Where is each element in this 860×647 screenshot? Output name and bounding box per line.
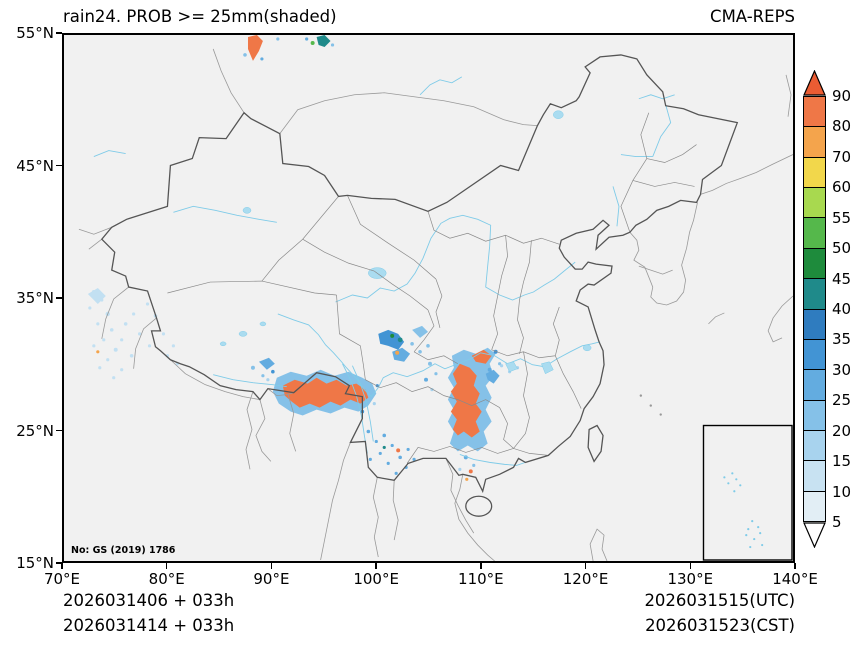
colorbar-tick-label: 45 — [832, 269, 852, 288]
x-tick-mark — [165, 563, 168, 569]
plot-title: rain24. PROB >= 25mm(shaded) — [63, 7, 337, 26]
model-name: CMA-REPS — [710, 7, 795, 26]
colorbar-tick-label: 50 — [832, 239, 852, 258]
y-tick-mark — [56, 562, 62, 564]
colorbar-tick-label: 5 — [832, 513, 842, 531]
small-islands — [639, 394, 662, 416]
init-time-utc: 2026031406 + 033h — [63, 591, 235, 610]
x-tick-mark — [375, 563, 377, 569]
colorbar-tick-label: 40 — [832, 300, 852, 318]
colorbar-cell — [804, 460, 825, 491]
valid-time-utc: 2026031515(UTC) — [644, 591, 795, 610]
colorbar-tick-label: 30 — [832, 360, 852, 379]
x-tick-mark — [584, 563, 587, 569]
china-map-svg — [78, 35, 793, 561]
map-area: No: GS (2019) 1786 — [62, 33, 795, 563]
colorbar-tick-label: 55 — [832, 208, 852, 227]
x-tick-label: 90°E — [253, 570, 290, 588]
init-time-cst: 2026031414 + 033h — [63, 616, 235, 635]
colorbar-cell — [804, 247, 825, 279]
x-tick-mark — [61, 563, 63, 569]
colorbar-arrow-bottom — [803, 522, 826, 548]
china-outline — [100, 54, 739, 517]
shaded-precip-regions — [87, 35, 520, 481]
y-tick-label: 25°N — [16, 421, 54, 440]
y-tick-label: 45°N — [16, 156, 54, 175]
colorbar-tick-label: 15 — [832, 452, 852, 471]
colorbar-cell — [804, 308, 825, 339]
x-tick-label: 110°E — [458, 570, 504, 588]
valid-time-cst: 2026031523(CST) — [645, 616, 795, 635]
y-tick-label: 35°N — [16, 289, 54, 307]
colorbar-cell — [804, 156, 825, 188]
colorbar-tick-label: 70 — [832, 147, 852, 166]
colorbar-tick-label: 10 — [832, 482, 852, 501]
colorbar-cell — [804, 278, 825, 309]
neighbor-borders — [78, 48, 793, 561]
colorbar-cell — [804, 97, 825, 127]
colorbar-cell — [804, 429, 825, 461]
x-tick-label: 80°E — [148, 570, 185, 588]
province-borders — [167, 112, 697, 464]
y-tick-mark — [56, 32, 62, 34]
colorbar-cell — [804, 369, 825, 400]
colorbar-cells — [803, 96, 826, 522]
colorbar-cell — [804, 490, 825, 522]
x-tick-mark — [480, 563, 482, 569]
colorbar-cell — [804, 217, 825, 248]
colorbar-cell — [804, 187, 825, 218]
colorbar-tick-label: 35 — [832, 330, 852, 349]
x-tick-mark — [689, 563, 692, 569]
colorbar-tick-label: 80 — [832, 117, 852, 136]
x-tick-label: 130°E — [667, 570, 714, 588]
colorbar-cell — [804, 399, 825, 430]
x-tick-label: 70°E — [43, 570, 81, 588]
south-china-sea-inset — [702, 424, 793, 561]
lakes — [219, 110, 592, 375]
x-tick-label: 140°E — [772, 570, 818, 588]
x-tick-label: 120°E — [562, 570, 609, 588]
colorbar-tick-label: 60 — [832, 178, 852, 197]
x-tick-mark — [270, 563, 273, 569]
colorbar — [803, 70, 826, 548]
colorbar-arrow-top — [803, 70, 826, 96]
y-tick-mark — [56, 429, 62, 432]
x-tick-label: 100°E — [353, 570, 399, 588]
y-tick-mark — [56, 164, 62, 167]
y-tick-label: 55°N — [16, 24, 54, 42]
y-tick-label: 15°N — [16, 554, 54, 572]
colorbar-tick-label: 20 — [832, 421, 852, 440]
colorbar-tick-label: 25 — [832, 391, 852, 410]
x-tick-mark — [794, 563, 796, 569]
map-license-note: No: GS (2019) 1786 — [71, 545, 176, 556]
colorbar-cell — [804, 126, 825, 157]
colorbar-tick-label: 90 — [832, 87, 852, 105]
y-tick-mark — [56, 297, 62, 299]
colorbar-cell — [804, 338, 825, 370]
